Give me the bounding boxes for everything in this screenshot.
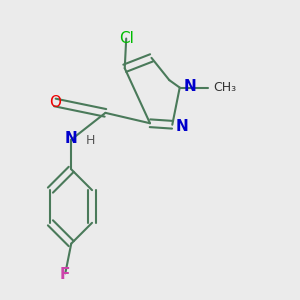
Text: N: N <box>176 119 189 134</box>
Text: O: O <box>49 95 61 110</box>
Text: H: H <box>86 134 95 147</box>
Text: Cl: Cl <box>119 31 134 46</box>
Text: N: N <box>64 131 77 146</box>
Text: CH₃: CH₃ <box>213 81 236 94</box>
Text: F: F <box>60 267 70 282</box>
Text: N: N <box>183 79 196 94</box>
